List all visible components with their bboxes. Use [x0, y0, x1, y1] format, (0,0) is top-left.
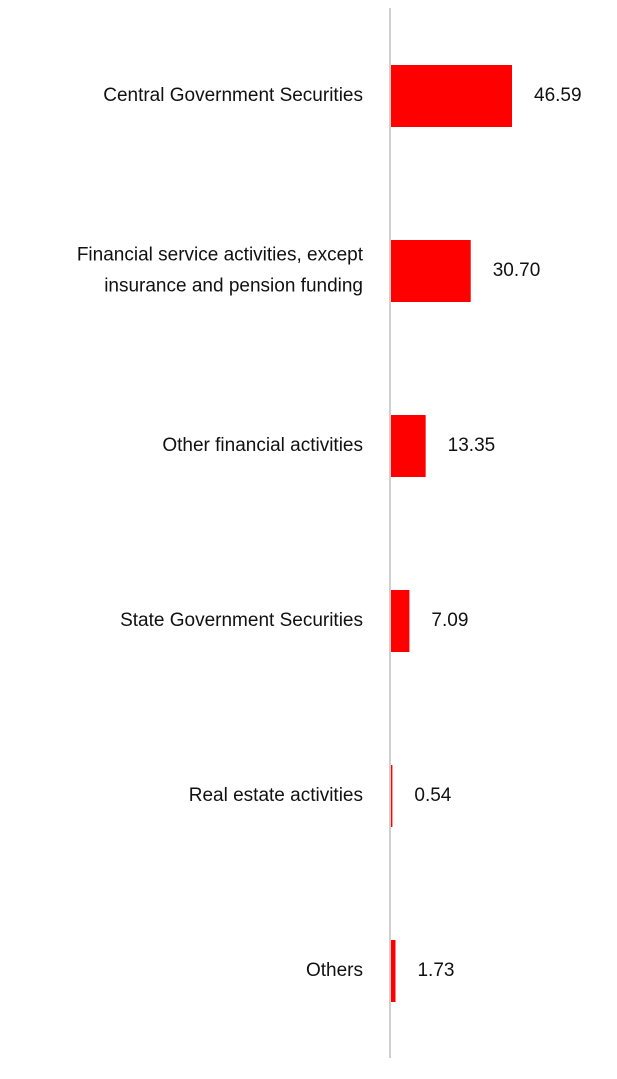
bars-group [391, 65, 512, 1002]
category-label: Others [306, 960, 363, 981]
value-label: 0.54 [414, 785, 451, 806]
value-labels-group: 46.59 30.70 13.35 7.09 0.54 1.73 [414, 85, 581, 981]
value-label: 30.70 [493, 260, 541, 281]
category-label-line: Financial service activities, except [77, 245, 364, 266]
value-label: 1.73 [417, 960, 454, 981]
category-label-line: Other financial activities [162, 435, 363, 456]
bar [391, 240, 471, 302]
value-label: 46.59 [534, 85, 582, 106]
bar [391, 940, 396, 1002]
bar [391, 590, 410, 652]
category-label-line: insurance and pension funding [104, 276, 363, 297]
category-label-line: Others [306, 960, 363, 981]
value-label: 13.35 [448, 435, 496, 456]
category-label: Other financial activities [162, 435, 363, 456]
bar [391, 415, 426, 477]
category-label-line: Central Government Securities [103, 85, 363, 106]
value-label: 7.09 [431, 610, 468, 631]
category-label-line: Real estate activities [189, 785, 363, 806]
category-labels-group: Central Government Securities Financial s… [77, 85, 364, 981]
category-label: Central Government Securities [103, 85, 363, 106]
category-label: Real estate activities [189, 785, 363, 806]
bar [391, 65, 512, 127]
category-label: Financial service activities, except insu… [77, 245, 364, 297]
category-label-line: State Government Securities [120, 610, 363, 631]
bar [391, 765, 393, 827]
category-label: State Government Securities [120, 610, 363, 631]
